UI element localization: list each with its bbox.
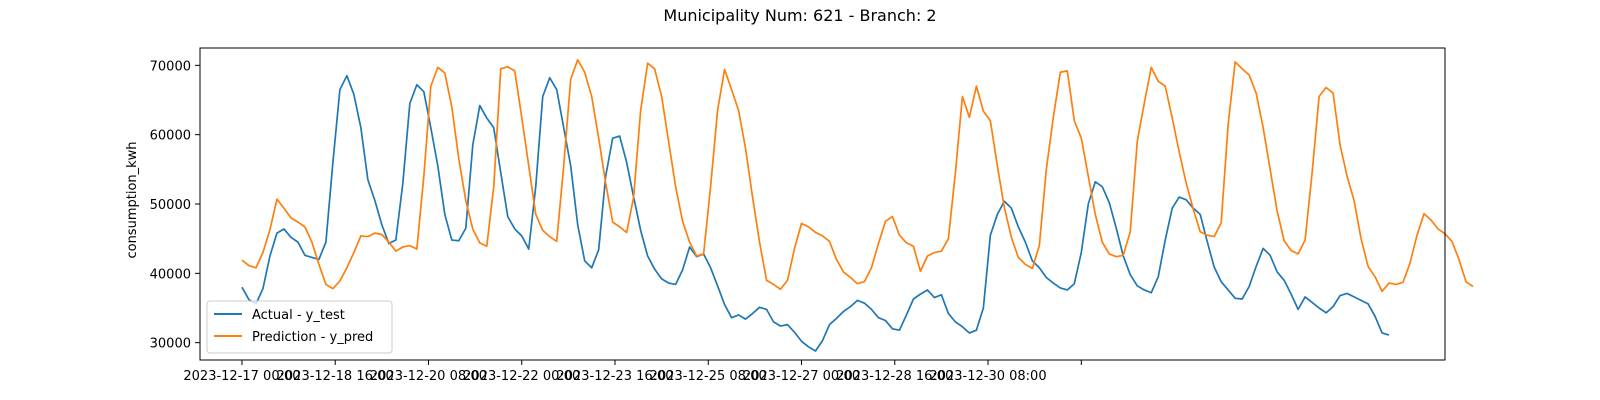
legend-label-prediction: Prediction - y_pred bbox=[252, 330, 373, 345]
x-tick-label: 2023-12-28 16:00 bbox=[836, 369, 953, 384]
x-tick-label: 2023-12-25 08:00 bbox=[650, 369, 767, 384]
series-line-prediction bbox=[241, 58, 1474, 293]
y-tick-label: 40000 bbox=[150, 267, 191, 282]
chart-title: Municipality Num: 621 - Branch: 2 bbox=[663, 6, 936, 25]
series-layer bbox=[241, 58, 1474, 352]
y-axis: 30000 40000 50000 60000 70000 bbox=[150, 59, 200, 352]
legend: Actual - y_test Prediction - y_pred bbox=[206, 300, 393, 354]
legend-box bbox=[206, 300, 393, 354]
y-tick-label: 50000 bbox=[150, 198, 191, 213]
x-tick-label: 2023-12-27 00:00 bbox=[743, 369, 860, 384]
x-tick-label: 2023-12-22 00:00 bbox=[463, 369, 580, 384]
y-tick-label: 70000 bbox=[150, 59, 191, 74]
x-tick-label: 2023-12-30 08:00 bbox=[929, 369, 1046, 384]
x-tick-label: 2023-12-18 16:00 bbox=[277, 369, 394, 384]
y-tick-label: 30000 bbox=[150, 337, 191, 352]
series-line-actual bbox=[241, 74, 1390, 352]
x-tick-label: 2023-12-20 08:00 bbox=[370, 369, 487, 384]
legend-label-actual: Actual - y_test bbox=[252, 308, 345, 323]
y-axis-label: consumption_kwh bbox=[125, 141, 140, 258]
x-tick-label: 2023-12-23 16:00 bbox=[556, 369, 673, 384]
x-tick-label: 2023-12-17 00:00 bbox=[183, 369, 300, 384]
y-tick-label: 60000 bbox=[150, 129, 191, 144]
